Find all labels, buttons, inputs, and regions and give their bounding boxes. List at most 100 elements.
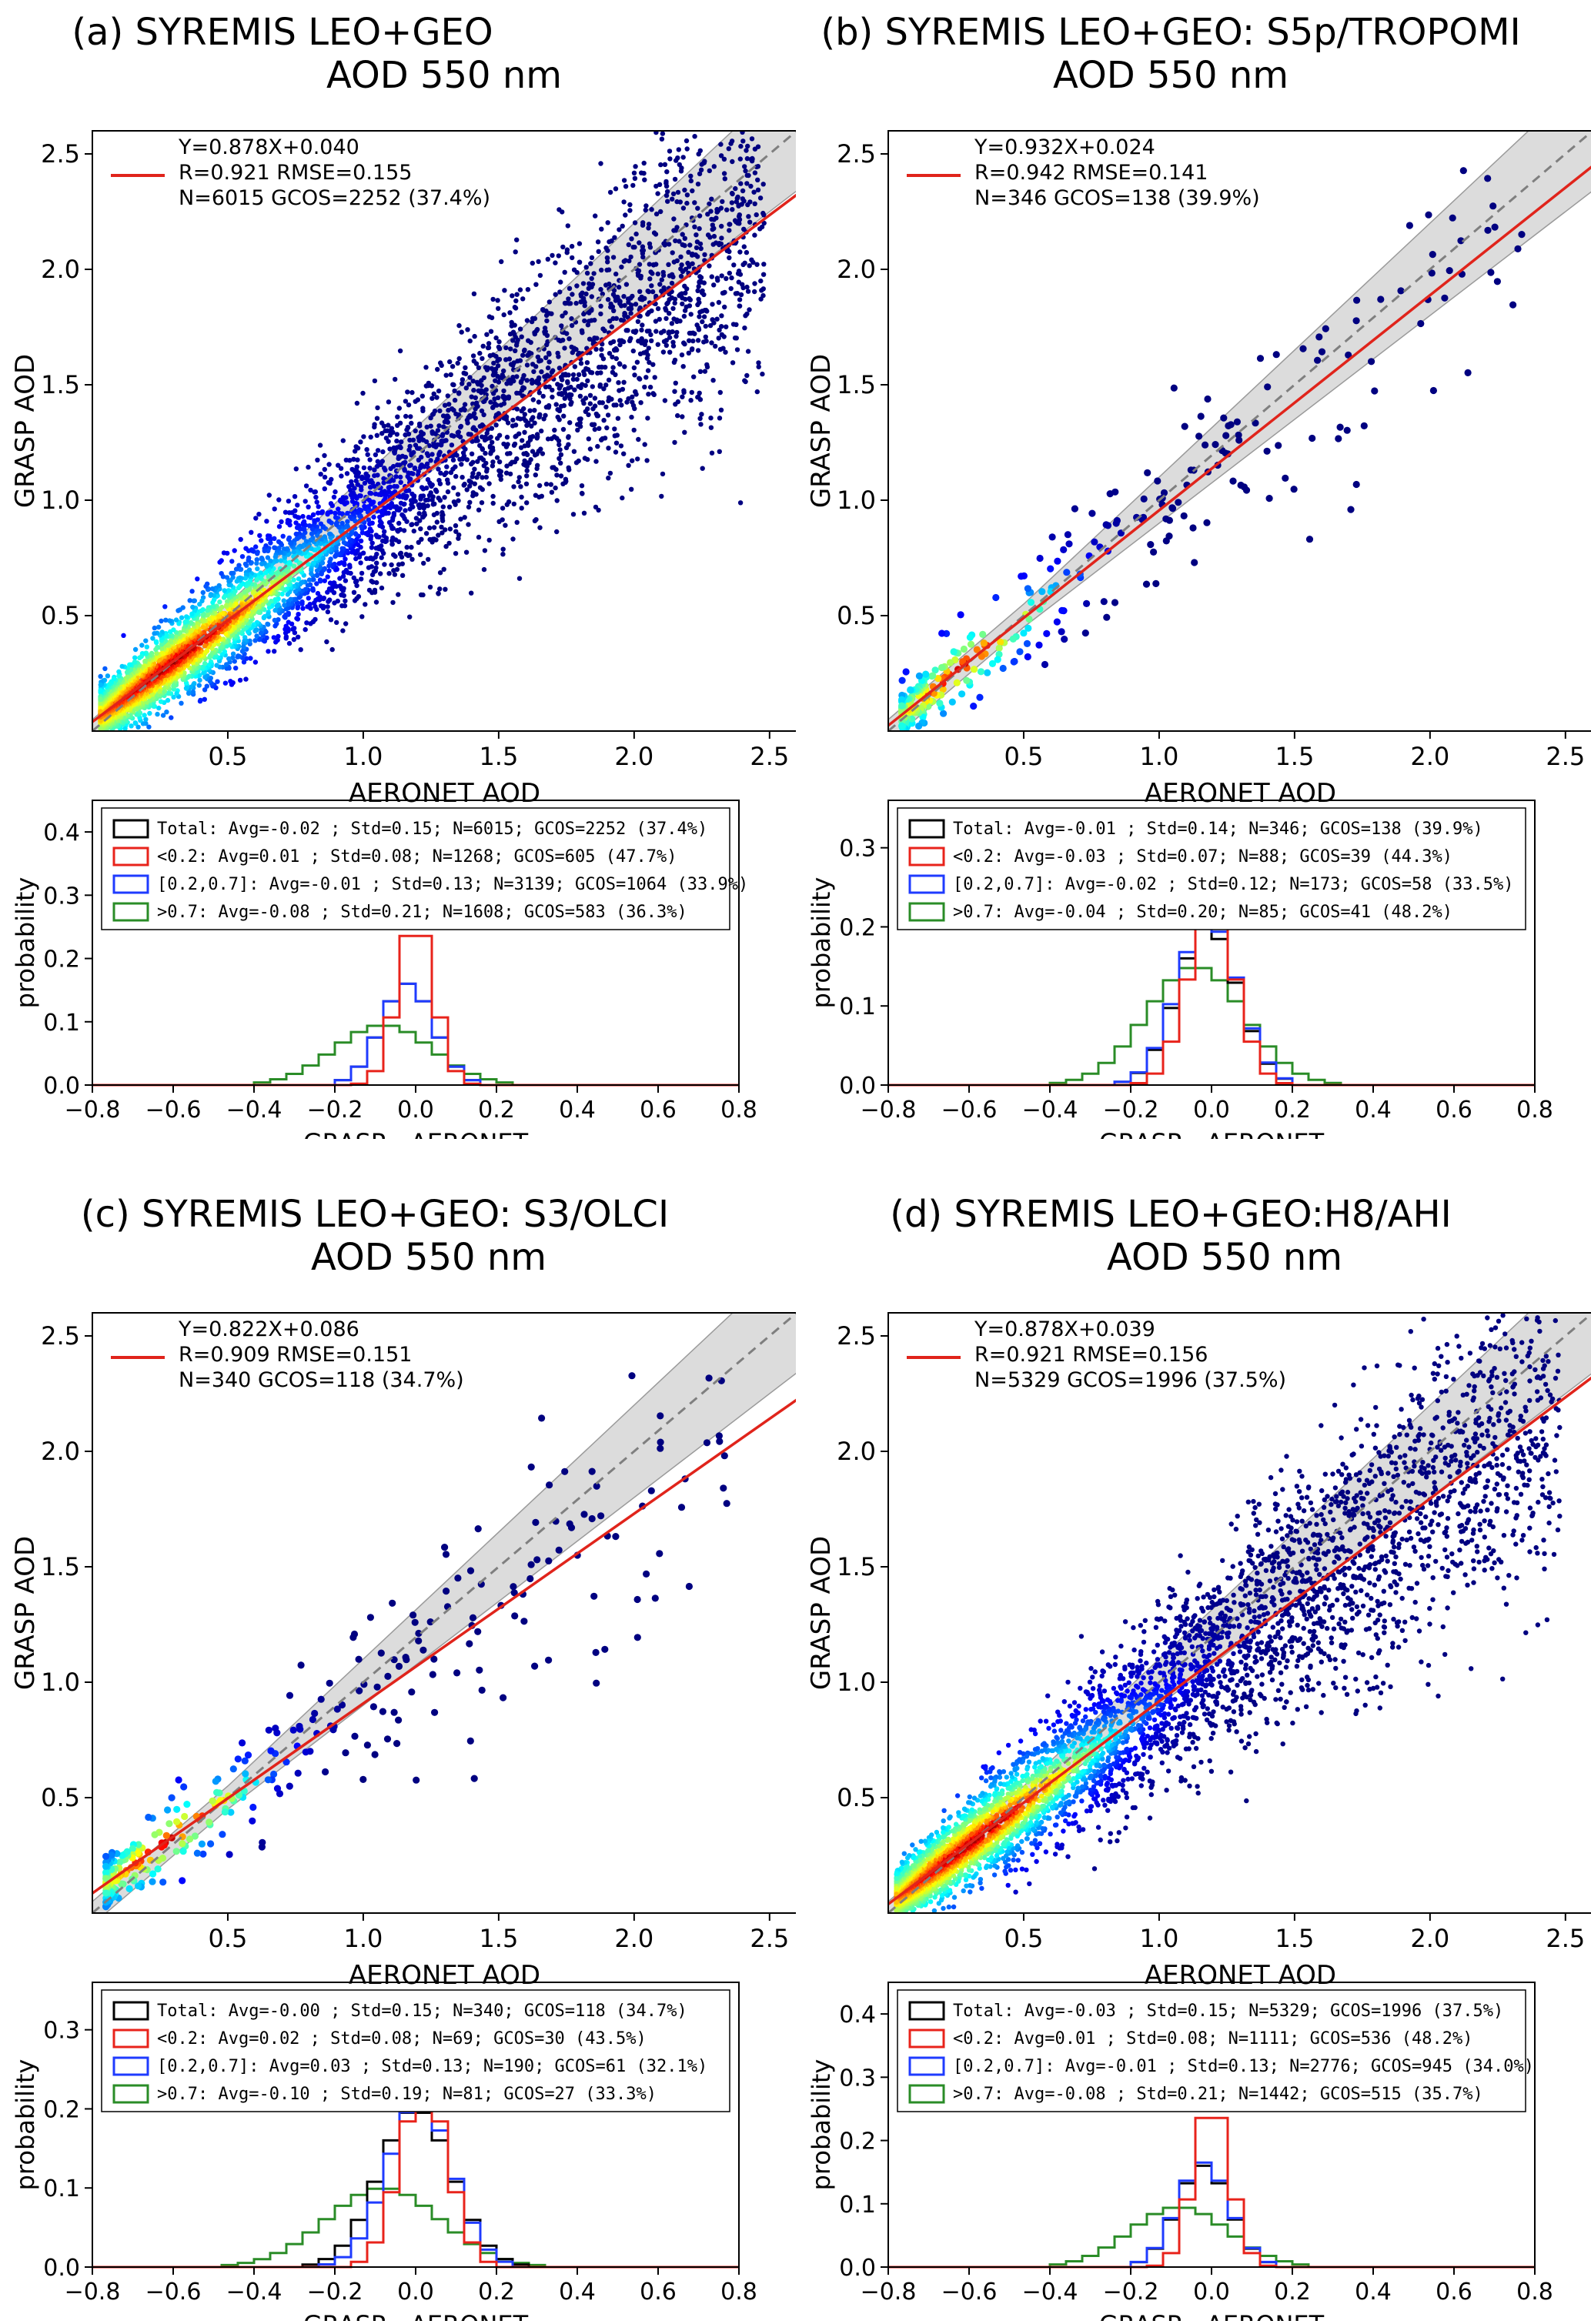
- data-point: [722, 304, 727, 310]
- data-point: [339, 473, 344, 479]
- data-point: [625, 296, 631, 302]
- data-point: [581, 311, 587, 317]
- data-point: [545, 256, 550, 262]
- data-point: [524, 473, 530, 479]
- data-point: [425, 477, 431, 482]
- data-point: [371, 514, 376, 520]
- data-point: [397, 348, 403, 354]
- data-point: [503, 345, 509, 351]
- data-point: [744, 155, 750, 162]
- data-point: [530, 397, 536, 402]
- data-point: [720, 290, 726, 296]
- data-point: [273, 639, 279, 645]
- data-point: [359, 576, 364, 582]
- data-point: [647, 262, 652, 267]
- data-point: [160, 713, 166, 718]
- data-point: [322, 466, 327, 472]
- data-point: [296, 576, 302, 582]
- data-point: [398, 474, 403, 480]
- data-point: [697, 213, 703, 219]
- data-point: [699, 290, 705, 296]
- data-point: [658, 209, 663, 215]
- data-point: [621, 259, 627, 264]
- data-point: [416, 421, 423, 427]
- data-point: [366, 565, 372, 570]
- data-point: [383, 436, 389, 441]
- data-point: [699, 162, 704, 167]
- data-point: [507, 471, 513, 477]
- data-point: [694, 245, 700, 251]
- data-point: [562, 346, 567, 351]
- data-point: [680, 242, 685, 248]
- data-point: [637, 351, 643, 356]
- data-point: [757, 115, 762, 119]
- data-point: [532, 420, 537, 426]
- data-point: [697, 390, 702, 396]
- data-point: [680, 301, 685, 307]
- data-point: [555, 350, 560, 356]
- data-point: [505, 451, 510, 456]
- data-point: [514, 292, 520, 297]
- data-point: [447, 526, 453, 532]
- data-point: [340, 628, 346, 633]
- data-point: [653, 211, 660, 217]
- data-point: [646, 222, 652, 227]
- data-point: [325, 604, 330, 609]
- data-point: [500, 546, 506, 552]
- data-point: [418, 592, 424, 598]
- data-point: [456, 356, 462, 362]
- data-point: [336, 561, 342, 566]
- data-point: [653, 319, 659, 324]
- data-point: [403, 399, 409, 404]
- data-point: [597, 365, 602, 370]
- data-point: [403, 552, 409, 557]
- data-point: [239, 554, 246, 559]
- data-point: [717, 416, 723, 421]
- data-point: [292, 589, 299, 594]
- data-point: [390, 599, 396, 606]
- data-point: [515, 416, 521, 421]
- data-point: [171, 683, 176, 689]
- data-point: [519, 334, 524, 339]
- data-point: [243, 676, 249, 682]
- data-point: [587, 336, 593, 342]
- data-point: [512, 305, 518, 310]
- data-point: [453, 411, 459, 417]
- data-point: [584, 360, 590, 366]
- data-point: [709, 340, 714, 346]
- data-point: [667, 124, 672, 129]
- data-point: [732, 218, 738, 223]
- data-point: [373, 546, 379, 551]
- data-point: [569, 344, 574, 350]
- data-point: [398, 479, 403, 485]
- data-point: [446, 402, 452, 407]
- data-point: [598, 161, 603, 166]
- data-point: [219, 571, 224, 576]
- data-point: [550, 465, 555, 470]
- data-point: [450, 457, 456, 462]
- data-point: [622, 364, 627, 369]
- data-point: [292, 494, 298, 499]
- data-point: [306, 596, 311, 601]
- data-point: [546, 384, 552, 389]
- data-point: [486, 537, 492, 543]
- data-point: [524, 422, 530, 428]
- data-point: [441, 566, 446, 572]
- data-point: [143, 716, 149, 722]
- data-point: [644, 356, 650, 361]
- data-point: [611, 402, 617, 408]
- data-point: [480, 434, 485, 439]
- data-point: [736, 214, 742, 219]
- data-point: [490, 405, 496, 410]
- data-point: [520, 296, 526, 302]
- data-point: [327, 559, 333, 565]
- data-point: [326, 518, 332, 524]
- data-point: [647, 276, 653, 282]
- data-point: [737, 122, 742, 126]
- data-point: [662, 398, 668, 403]
- data-point: [601, 386, 607, 392]
- data-point: [420, 514, 426, 519]
- data-point: [456, 498, 461, 503]
- data-point: [754, 389, 760, 395]
- data-point: [266, 649, 271, 654]
